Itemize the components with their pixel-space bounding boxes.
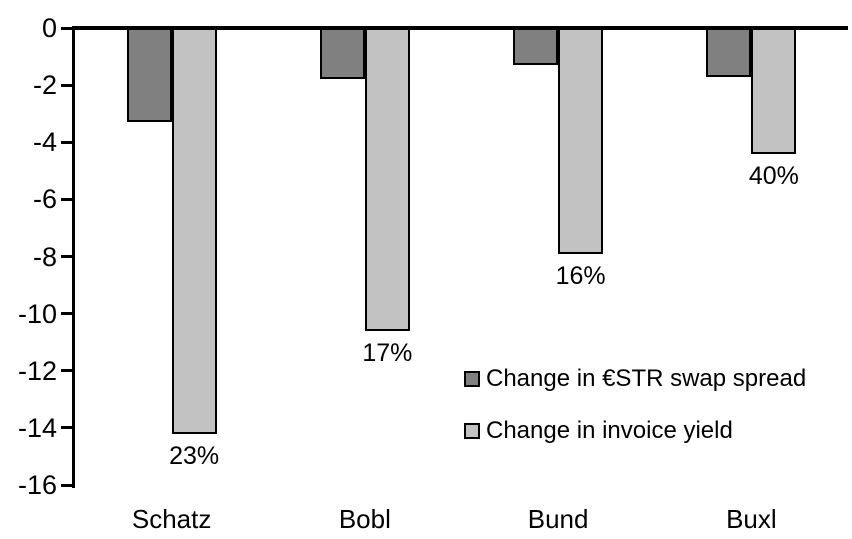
bar-change-in-str-swap-spread-schatz bbox=[126, 28, 172, 123]
y-axis-tick bbox=[61, 26, 72, 30]
legend-label-invoice-yield: Change in invoice yield bbox=[486, 417, 733, 444]
x-axis-label-schatz: Schatz bbox=[131, 504, 212, 534]
bar-value-label-bobl: 17% bbox=[362, 338, 413, 367]
y-axis-tick-label: -16 bbox=[17, 470, 57, 500]
bar-change-in-invoice-yield-schatz bbox=[171, 28, 217, 434]
bar-value-label-bund: 16% bbox=[555, 261, 606, 290]
y-axis-tick bbox=[61, 83, 72, 87]
x-axis-label-bobl: Bobl bbox=[338, 504, 391, 534]
bar-change-in-str-swap-spread-bund bbox=[513, 28, 559, 66]
y-axis-tick bbox=[61, 483, 72, 487]
bar-change-in-str-swap-spread-bobl bbox=[319, 28, 365, 80]
bar-change-in-invoice-yield-buxl bbox=[751, 28, 797, 154]
y-axis-tick-label: -14 bbox=[17, 412, 57, 443]
bar-change-in-invoice-yield-bobl bbox=[364, 28, 410, 331]
y-axis-tick bbox=[61, 426, 72, 430]
legend: Change in €STR swap spread Change in inv… bbox=[464, 366, 806, 470]
y-axis-tick bbox=[61, 140, 72, 144]
y-axis-line bbox=[72, 26, 75, 489]
bar-value-label-schatz: 23% bbox=[169, 441, 220, 470]
y-axis-tick-label: 0 bbox=[41, 13, 57, 43]
legend-label-swap-spread: Change in €STR swap spread bbox=[486, 365, 807, 392]
y-axis-tick-label: -8 bbox=[32, 241, 57, 272]
x-axis-label-buxl: Buxl bbox=[726, 504, 777, 534]
bar-change-in-invoice-yield-bund bbox=[558, 28, 604, 254]
y-axis-tick-label: -4 bbox=[32, 127, 57, 158]
bar-value-label-buxl: 40% bbox=[748, 161, 799, 190]
zero-axis-line bbox=[72, 26, 848, 30]
legend-item-invoice-yield: Change in invoice yield bbox=[464, 418, 806, 444]
y-axis-tick bbox=[61, 255, 72, 258]
legend-item-swap-spread: Change in €STR swap spread bbox=[464, 366, 806, 392]
x-axis-label-bund: Bund bbox=[527, 504, 589, 534]
legend-swatch-invoice-yield bbox=[464, 423, 480, 439]
y-axis-tick bbox=[61, 312, 72, 316]
y-axis-tick-label: -6 bbox=[32, 184, 57, 215]
y-axis-tick-label: -12 bbox=[17, 355, 57, 386]
bar-change-in-str-swap-spread-buxl bbox=[706, 28, 752, 77]
y-axis-tick-label: -2 bbox=[32, 70, 57, 101]
y-axis-tick bbox=[61, 197, 72, 201]
y-axis-tick-label: -10 bbox=[17, 298, 57, 329]
legend-swatch-swap-spread bbox=[464, 371, 480, 387]
y-axis-tick bbox=[61, 369, 72, 373]
